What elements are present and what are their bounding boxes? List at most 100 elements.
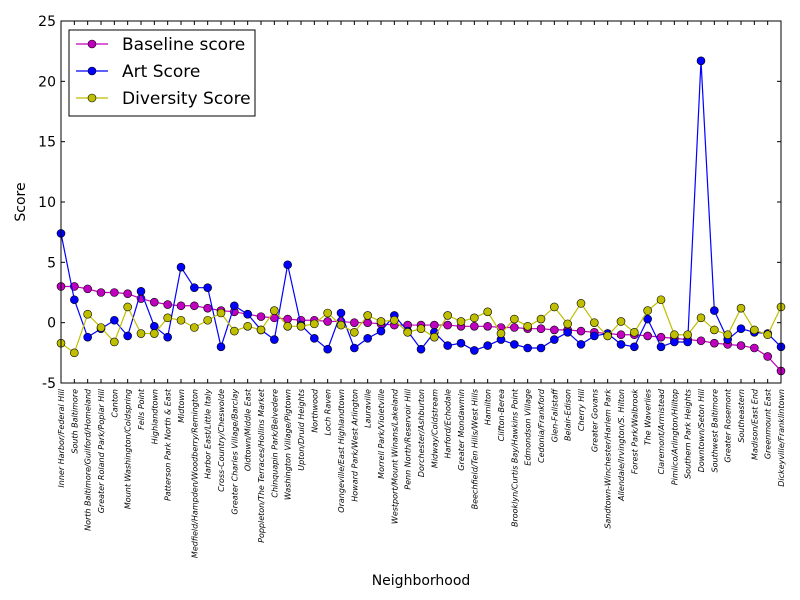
x-tick-label: Medfield/Hampden/Woodberry/Remington: [190, 389, 199, 558]
baseline-score-point: [123, 289, 132, 299]
x-tick-label: Hamilton: [484, 389, 493, 425]
art-score-point: [70, 295, 79, 305]
x-tick-label: Southwest Baltimore: [710, 389, 719, 473]
diversity-score-point: [270, 306, 279, 315]
x-tick-label: Cherry Hill: [577, 388, 586, 431]
art-score-point: [736, 324, 746, 334]
legend-item-baseline-score: Baseline score: [76, 35, 245, 55]
diversity-score-point: [710, 325, 719, 335]
baseline-score-point: [736, 341, 746, 350]
legend-marker: [87, 39, 97, 49]
legend-label: Diversity Score: [122, 89, 251, 109]
diversity-score-point: [150, 329, 159, 338]
legend-marker: [87, 66, 97, 76]
x-axis-label: Neighborhood: [372, 573, 471, 589]
x-tick-label: Edmondson Village: [524, 389, 533, 466]
x-tick-label: Harbor East/Little Italy: [204, 389, 213, 479]
baseline-score-point: [96, 288, 106, 297]
legend-label: Art Score: [122, 62, 200, 82]
diversity-score-point: [550, 302, 559, 312]
art-score-point: [350, 343, 359, 353]
x-tick-label: Howard Park/West Arlington: [350, 389, 359, 502]
diversity-score-point: [390, 315, 399, 325]
x-axis: Inner Harbor/Federal Hill South Baltimore…: [57, 21, 786, 558]
x-tick-label: Downtown/Seton Hill: [697, 388, 706, 472]
diversity-score-point: [110, 337, 119, 347]
x-tick-label: South Baltimore: [70, 389, 79, 454]
x-tick-label: Glen-Fallstaff: [550, 388, 559, 442]
x-tick-label: Allendale/Irvington/S. Hilton: [617, 389, 626, 502]
art-score-point: [190, 283, 199, 292]
x-tick-label: Cross-Country/Cheswolde: [217, 389, 226, 492]
art-score-point: [443, 341, 452, 350]
y-tick-label: 20: [38, 74, 56, 90]
diversity-score-point: [456, 317, 466, 326]
legend-item-art-score: Art Score: [76, 62, 200, 82]
diversity-score-point: [310, 319, 319, 329]
legend-item-diversity-score: Diversity Score: [76, 89, 251, 109]
baseline-score-point: [150, 297, 159, 307]
baseline-score-point: [323, 317, 332, 326]
diversity-score-point: [483, 307, 492, 317]
x-tick-label: Beechfield/Ten Hills/West Hills: [470, 389, 479, 509]
art-score-point: [176, 262, 186, 272]
art-score-point: [483, 341, 492, 350]
x-tick-label: Westport/Mount Winans/Lakeland: [390, 388, 399, 524]
diversity-score-point: [243, 321, 252, 331]
x-tick-label: Inner Harbor/Federal Hill: [57, 388, 66, 487]
baseline-score-point: [176, 301, 186, 311]
diversity-score-point: [523, 321, 532, 331]
diversity-score-point: [296, 321, 306, 331]
x-tick-label: Southern Park Heights: [684, 389, 693, 479]
x-tick-label: Claremont/Armistead: [657, 388, 666, 474]
art-score-point: [376, 326, 386, 336]
x-tick-label: Harford/Echodale: [444, 389, 453, 459]
art-score-point: [230, 301, 239, 311]
diversity-score-point: [376, 317, 386, 326]
art-score-point: [563, 328, 572, 337]
baseline-score-point: [190, 301, 199, 311]
baseline-score-point: [256, 312, 266, 321]
x-tick-label: Lauraville: [364, 389, 373, 428]
x-tick-label: Upton/Druid Heights: [297, 389, 306, 471]
x-tick-label: Sandtown-Winchester/Harlem Park: [604, 389, 613, 529]
art-score-point: [243, 309, 252, 319]
diversity-score-point: [430, 332, 439, 342]
diversity-score-point: [443, 311, 452, 320]
diversity-score-point: [163, 313, 172, 323]
baseline-score-point: [163, 300, 172, 309]
y-axis: -5 0 5 10 15 20 25: [38, 14, 781, 392]
y-axis-label: Score: [13, 182, 29, 221]
x-tick-label: Mount Washington/Coldspring: [124, 389, 133, 509]
art-score-point: [83, 332, 92, 342]
diversity-score-point: [70, 348, 79, 358]
x-tick-label: Greater Rosemont: [724, 388, 733, 463]
y-tick-label: -5: [42, 376, 56, 392]
art-score-point: [363, 334, 372, 343]
diversity-score-point: [510, 314, 519, 324]
x-tick-label: Madison/East End: [750, 388, 759, 460]
diversity-score-point: [350, 328, 359, 337]
diversity-score-point: [216, 308, 226, 318]
diversity-score-point: [683, 330, 692, 340]
x-tick-label: Chinquapin Park/Belvedere: [270, 389, 279, 498]
art-score-point: [203, 283, 212, 292]
x-tick-label: North Baltimore/Guilford/Homeland: [84, 388, 93, 531]
y-tick-label: 25: [38, 14, 56, 30]
diversity-score-point: [630, 328, 639, 337]
baseline-score-point: [430, 320, 439, 330]
x-tick-label: Greater Charles Village/Barclay: [230, 389, 239, 515]
art-score-point: [536, 343, 546, 353]
x-tick-label: Pimlico/Arlington/Hilltop: [670, 389, 679, 485]
art-score-point: [456, 338, 466, 348]
y-tick-label: 0: [47, 316, 56, 332]
diversity-score-point: [736, 303, 746, 313]
x-tick-label: Clifton-Berea: [497, 389, 506, 441]
art-score-point: [643, 314, 652, 324]
baseline-score-point: [470, 321, 479, 331]
series-diversity-score: [56, 295, 786, 358]
art-score-point: [110, 315, 119, 325]
x-tick-label: Cedonia/Frankford: [537, 388, 546, 463]
x-tick-label: Belair-Edison: [564, 389, 573, 441]
